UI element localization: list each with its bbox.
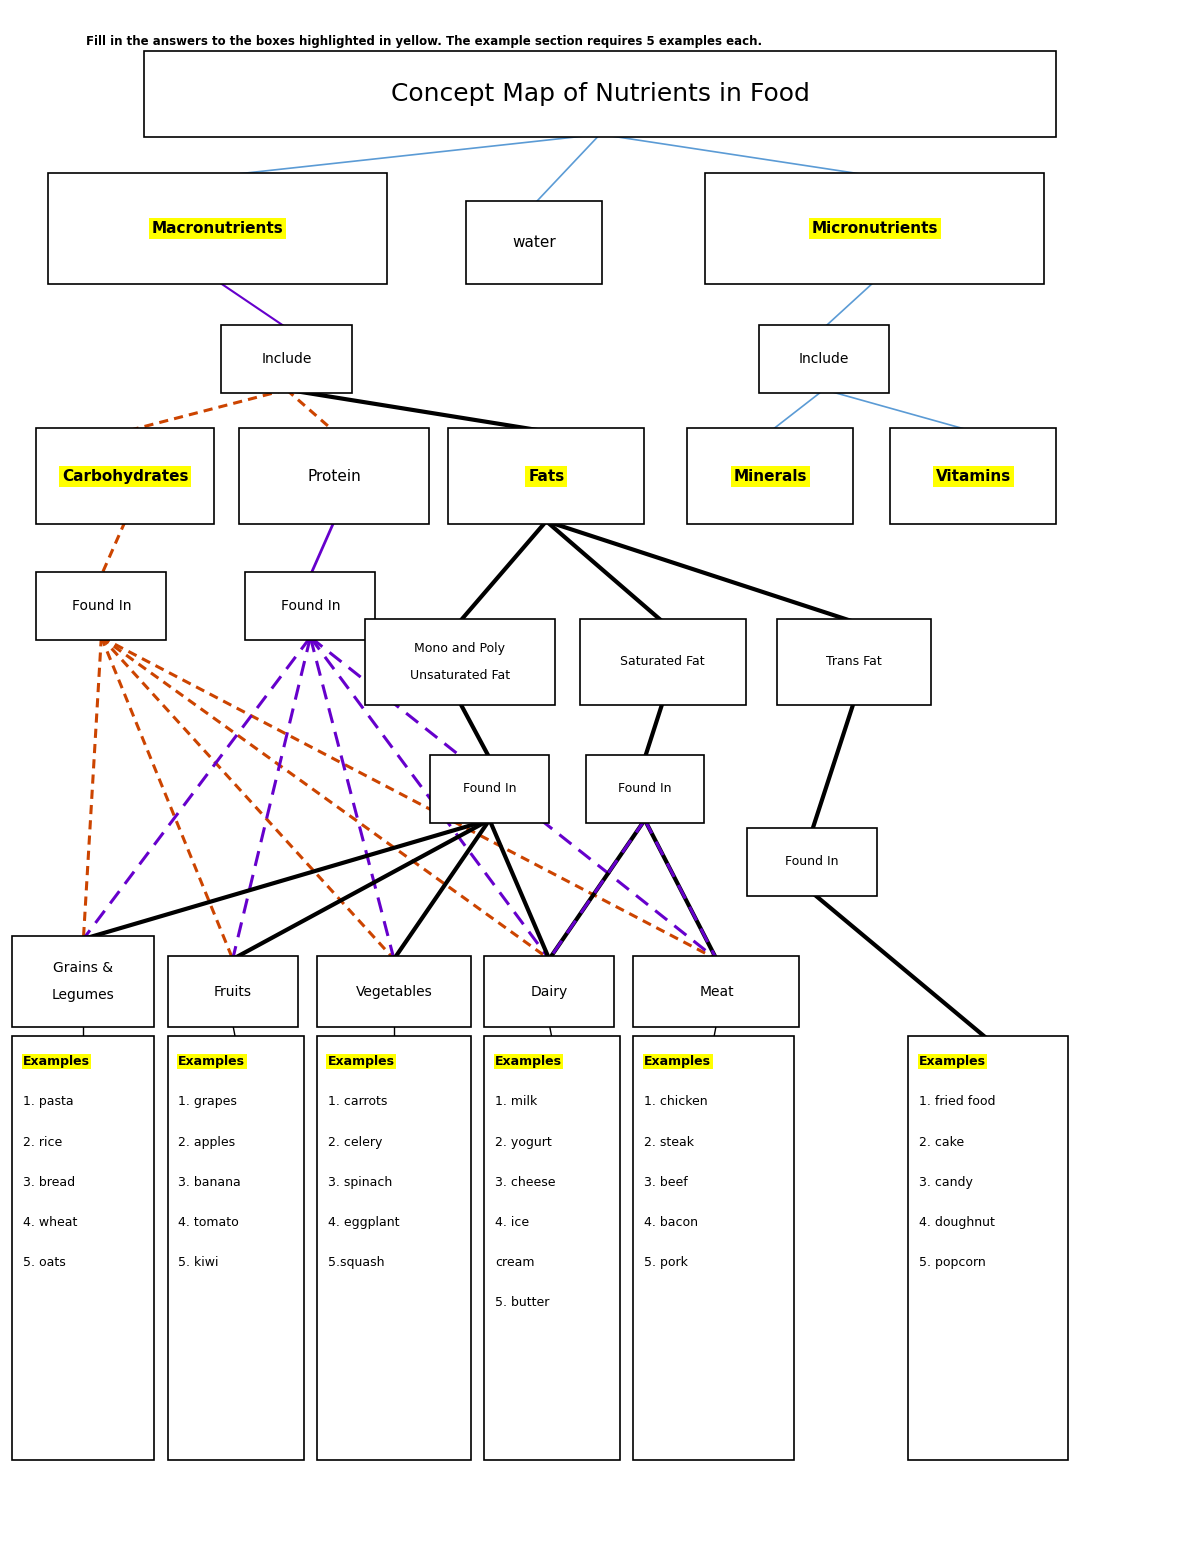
FancyBboxPatch shape bbox=[239, 429, 430, 525]
FancyBboxPatch shape bbox=[706, 172, 1044, 284]
FancyBboxPatch shape bbox=[48, 172, 388, 284]
Text: 1. carrots: 1. carrots bbox=[328, 1095, 388, 1109]
Text: Dairy: Dairy bbox=[530, 985, 568, 999]
FancyBboxPatch shape bbox=[484, 957, 614, 1027]
Text: 5. oats: 5. oats bbox=[23, 1256, 66, 1269]
Text: Fruits: Fruits bbox=[214, 985, 252, 999]
FancyBboxPatch shape bbox=[245, 572, 376, 640]
Text: 4. bacon: 4. bacon bbox=[644, 1216, 698, 1228]
Text: Examples: Examples bbox=[494, 1054, 562, 1068]
FancyBboxPatch shape bbox=[144, 51, 1056, 137]
FancyBboxPatch shape bbox=[467, 200, 602, 284]
Text: Found In: Found In bbox=[72, 599, 131, 613]
Text: 3. banana: 3. banana bbox=[179, 1176, 241, 1188]
Text: 2. cake: 2. cake bbox=[919, 1135, 964, 1149]
Text: 3. bread: 3. bread bbox=[23, 1176, 76, 1188]
FancyBboxPatch shape bbox=[746, 828, 877, 896]
Text: water: water bbox=[512, 235, 556, 250]
Text: 5. popcorn: 5. popcorn bbox=[919, 1256, 985, 1269]
Text: Vegetables: Vegetables bbox=[355, 985, 432, 999]
Text: 5. butter: 5. butter bbox=[494, 1297, 550, 1309]
Text: Examples: Examples bbox=[919, 1054, 986, 1068]
FancyBboxPatch shape bbox=[317, 1036, 470, 1460]
Text: 2. apples: 2. apples bbox=[179, 1135, 235, 1149]
Text: Minerals: Minerals bbox=[733, 469, 806, 485]
FancyBboxPatch shape bbox=[634, 1036, 793, 1460]
Text: 2. rice: 2. rice bbox=[23, 1135, 62, 1149]
Text: Examples: Examples bbox=[23, 1054, 90, 1068]
Text: 1. chicken: 1. chicken bbox=[644, 1095, 708, 1109]
Text: Fats: Fats bbox=[528, 469, 564, 485]
Text: Legumes: Legumes bbox=[52, 988, 115, 1003]
FancyBboxPatch shape bbox=[36, 572, 167, 640]
Text: Concept Map of Nutrients in Food: Concept Map of Nutrients in Food bbox=[390, 82, 810, 106]
FancyBboxPatch shape bbox=[431, 755, 548, 823]
FancyBboxPatch shape bbox=[580, 618, 745, 705]
Text: Found In: Found In bbox=[785, 856, 839, 868]
FancyBboxPatch shape bbox=[758, 325, 889, 393]
Text: Saturated Fat: Saturated Fat bbox=[620, 655, 706, 668]
FancyBboxPatch shape bbox=[36, 429, 214, 525]
Text: Carbohydrates: Carbohydrates bbox=[62, 469, 188, 485]
Text: 4. tomato: 4. tomato bbox=[179, 1216, 239, 1228]
Text: Examples: Examples bbox=[644, 1054, 712, 1068]
Text: 4. wheat: 4. wheat bbox=[23, 1216, 78, 1228]
Text: 5.squash: 5.squash bbox=[328, 1256, 384, 1269]
Text: Include: Include bbox=[262, 351, 312, 365]
Text: Protein: Protein bbox=[307, 469, 361, 485]
Text: 4. eggplant: 4. eggplant bbox=[328, 1216, 400, 1228]
Text: Found In: Found In bbox=[281, 599, 340, 613]
Text: Macronutrients: Macronutrients bbox=[152, 221, 283, 236]
Text: Micronutrients: Micronutrients bbox=[811, 221, 938, 236]
FancyBboxPatch shape bbox=[168, 1036, 304, 1460]
Text: Vitamins: Vitamins bbox=[936, 469, 1010, 485]
Text: Found In: Found In bbox=[618, 783, 672, 795]
Text: 5. pork: 5. pork bbox=[644, 1256, 688, 1269]
Text: Meat: Meat bbox=[700, 985, 733, 999]
FancyBboxPatch shape bbox=[317, 957, 470, 1027]
FancyBboxPatch shape bbox=[908, 1036, 1068, 1460]
FancyBboxPatch shape bbox=[12, 1036, 155, 1460]
FancyBboxPatch shape bbox=[365, 618, 554, 705]
Text: 3. cheese: 3. cheese bbox=[494, 1176, 556, 1188]
Text: Include: Include bbox=[799, 351, 850, 365]
Text: Fill in the answers to the boxes highlighted in yellow. The example section requ: Fill in the answers to the boxes highlig… bbox=[86, 36, 762, 48]
FancyBboxPatch shape bbox=[484, 1036, 620, 1460]
Text: 2. celery: 2. celery bbox=[328, 1135, 382, 1149]
Text: 3. beef: 3. beef bbox=[644, 1176, 688, 1188]
Text: Grains &: Grains & bbox=[54, 961, 114, 975]
FancyBboxPatch shape bbox=[890, 429, 1056, 525]
Text: Mono and Poly: Mono and Poly bbox=[414, 641, 505, 654]
Text: Examples: Examples bbox=[328, 1054, 395, 1068]
Text: 4. ice: 4. ice bbox=[494, 1216, 529, 1228]
FancyBboxPatch shape bbox=[688, 429, 853, 525]
FancyBboxPatch shape bbox=[449, 429, 644, 525]
Text: 2. steak: 2. steak bbox=[644, 1135, 694, 1149]
Text: 1. milk: 1. milk bbox=[494, 1095, 538, 1109]
FancyBboxPatch shape bbox=[586, 755, 704, 823]
Text: 5. kiwi: 5. kiwi bbox=[179, 1256, 218, 1269]
FancyBboxPatch shape bbox=[12, 936, 155, 1027]
Text: Found In: Found In bbox=[463, 783, 516, 795]
Text: Examples: Examples bbox=[179, 1054, 245, 1068]
Text: 1. grapes: 1. grapes bbox=[179, 1095, 238, 1109]
FancyBboxPatch shape bbox=[221, 325, 352, 393]
Text: 4. doughnut: 4. doughnut bbox=[919, 1216, 995, 1228]
Text: 1. pasta: 1. pasta bbox=[23, 1095, 73, 1109]
Text: 1. fried food: 1. fried food bbox=[919, 1095, 996, 1109]
FancyBboxPatch shape bbox=[634, 957, 799, 1027]
Text: 3. candy: 3. candy bbox=[919, 1176, 973, 1188]
Text: 2. yogurt: 2. yogurt bbox=[494, 1135, 552, 1149]
Text: cream: cream bbox=[494, 1256, 534, 1269]
Text: 3. spinach: 3. spinach bbox=[328, 1176, 392, 1188]
FancyBboxPatch shape bbox=[776, 618, 931, 705]
Text: Trans Fat: Trans Fat bbox=[826, 655, 882, 668]
FancyBboxPatch shape bbox=[168, 957, 298, 1027]
Text: Unsaturated Fat: Unsaturated Fat bbox=[409, 669, 510, 682]
